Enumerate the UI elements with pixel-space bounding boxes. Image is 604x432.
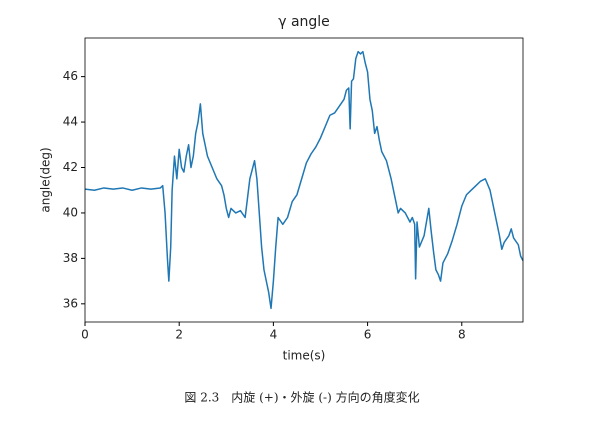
x-tick-label: 4 xyxy=(270,328,278,342)
data-line xyxy=(84,50,524,310)
chart-title: γ angle xyxy=(278,14,330,30)
x-tick-label: 2 xyxy=(175,328,183,342)
y-tick-label: 38 xyxy=(63,251,78,265)
y-tick-label: 42 xyxy=(63,160,78,174)
x-tick-label: 6 xyxy=(364,328,372,342)
y-tick-label: 40 xyxy=(63,205,78,219)
x-axis-label: time(s) xyxy=(283,349,326,363)
plot-frame xyxy=(84,37,524,323)
y-tick-label: 46 xyxy=(63,69,78,83)
caption: 図 2.3 内旋 (+)・外旋 (-) 方向の角度変化 xyxy=(184,390,419,405)
y-axis-label: angle(deg) xyxy=(39,147,53,212)
x-tick-label: 8 xyxy=(458,328,466,342)
y-tick-label: 44 xyxy=(63,115,78,129)
x-tick-label: 0 xyxy=(81,328,89,342)
y-tick-label: 36 xyxy=(63,296,78,310)
